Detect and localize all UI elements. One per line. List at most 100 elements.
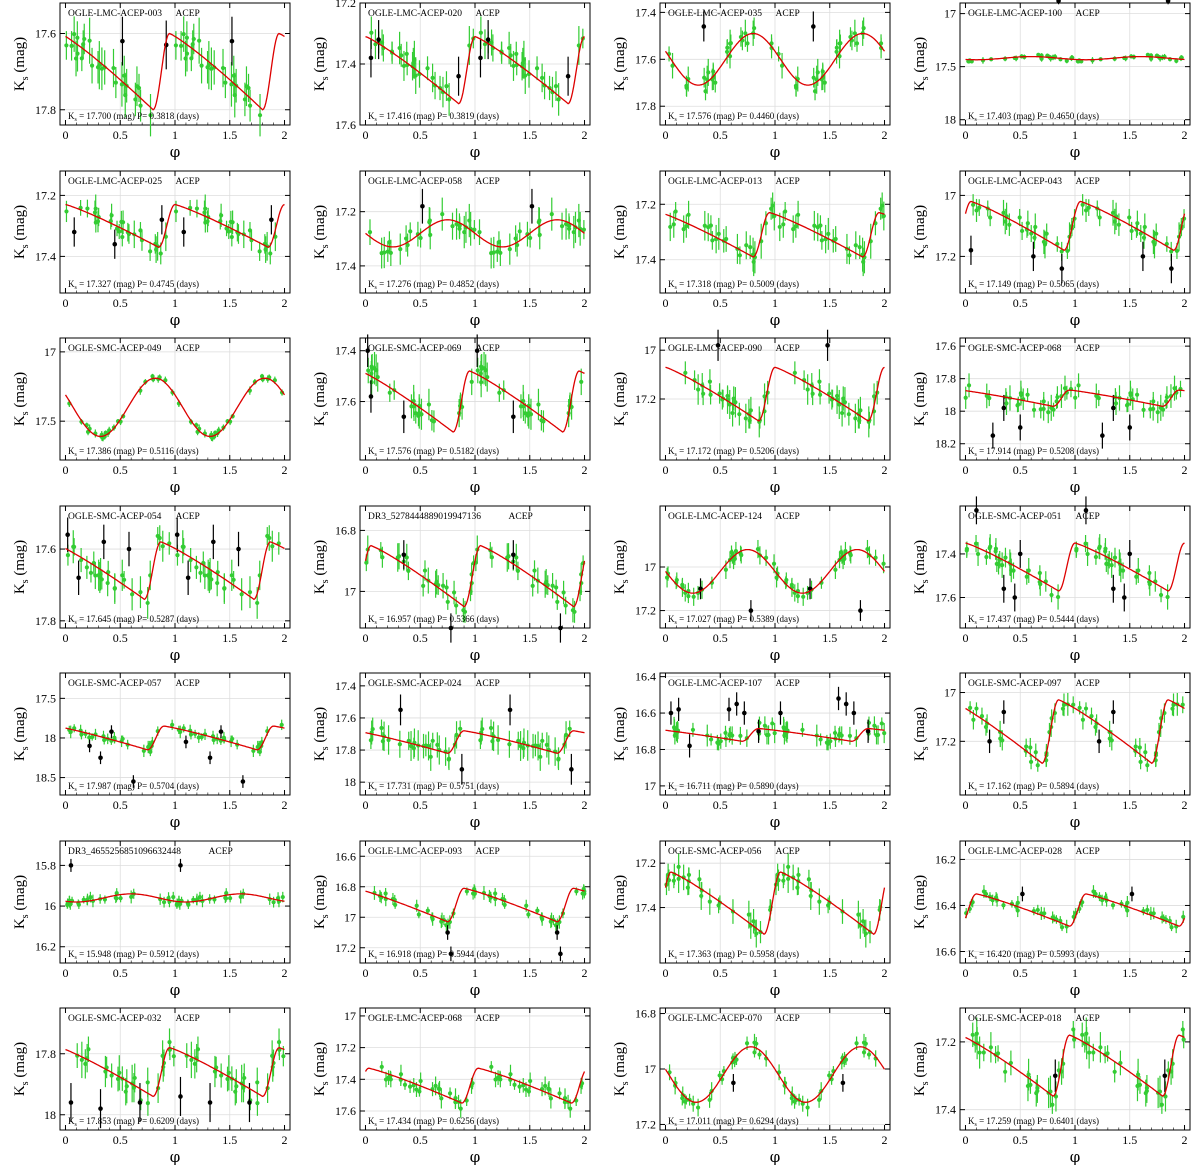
fit-curve	[365, 218, 585, 248]
data-point	[691, 594, 696, 599]
data-point	[489, 554, 495, 559]
data-point	[502, 902, 507, 907]
fit-curve	[965, 389, 1185, 407]
x-tick-label: 0	[62, 296, 68, 310]
data-point	[812, 89, 818, 94]
star-id: OGLE-SMC-ACEP-049	[68, 344, 162, 354]
outlier-point	[126, 546, 132, 551]
data-point	[430, 75, 435, 81]
data-point	[981, 888, 987, 894]
data-point	[255, 600, 260, 605]
outlier-point	[1111, 709, 1116, 715]
mean-magnitude: 17.363	[686, 949, 711, 959]
data-point	[1164, 395, 1170, 400]
star-id: OGLE-SMC-ACEP-051	[968, 512, 1062, 522]
x-tick-label: 1	[172, 966, 178, 980]
fit-parameters: Ks = 17.027 (mag) P= 0.5389 (days)	[668, 614, 799, 626]
light-curve-panel: 0 0.5 1 1.5 2 17 17.2 17.4 17.6 Ks (mag) φ OGLE-LMC…	[300, 1005, 600, 1172]
data-point	[838, 549, 844, 554]
x-tick-label: 0	[662, 798, 668, 812]
data-point	[731, 557, 736, 563]
mean-magnitude: 17.914	[986, 446, 1011, 456]
outlier-point	[858, 607, 863, 613]
y-tick-label: 17.6	[635, 52, 656, 66]
data-point	[430, 738, 435, 743]
data-point	[87, 38, 92, 43]
outlier-point	[836, 696, 841, 701]
data-point	[701, 391, 706, 396]
data-point	[495, 248, 500, 254]
data-point	[559, 223, 565, 228]
data-point	[796, 212, 801, 217]
data-point	[817, 899, 822, 904]
star-id: OGLE-SMC-ACEP-054	[68, 512, 162, 522]
light-curve-panel: 0 0.5 1 1.5 2 17.4 17.6 Ks (mag) φ OGLE-SMC-ACEP-…	[900, 495, 1200, 670]
star-id: OGLE-SMC-ACEP-032	[68, 1014, 162, 1024]
x-axis-label: φ	[170, 143, 181, 161]
y-axis-label: Ks (mag)	[912, 1042, 931, 1096]
data-point	[975, 551, 981, 556]
data-point	[402, 1082, 408, 1087]
y-tick-label: 17.2	[635, 197, 656, 211]
outlier-point	[1056, 0, 1061, 4]
data-point	[548, 1096, 553, 1101]
x-tick-label: 0.5	[113, 798, 128, 812]
data-point	[1127, 214, 1132, 220]
data-point	[833, 567, 838, 572]
data-point	[838, 40, 843, 46]
data-point	[671, 878, 676, 883]
data-point	[783, 580, 788, 585]
data-point	[276, 1040, 282, 1045]
light-curve-panel: 0 0.5 1 1.5 2 15.8 16 16.2 Ks (mag) φ DR3_46552568…	[0, 838, 300, 1005]
x-tick-label: 0	[62, 631, 68, 645]
data-point	[1145, 763, 1150, 768]
data-point	[752, 1050, 757, 1055]
y-tick-label: 17.4	[35, 249, 56, 263]
y-tick-label: 17.8	[935, 372, 956, 386]
data-point	[166, 895, 171, 900]
data-point	[1169, 924, 1174, 929]
outlier-point	[511, 552, 516, 557]
outlier-point	[843, 701, 849, 707]
y-tick-label: 18	[944, 113, 956, 127]
data-point	[777, 224, 782, 229]
light-curve-panel: 0 0.5 1 1.5 2 17.4 17.6 Ks (mag) φ OGLE-SMC-ACEP-…	[300, 334, 600, 502]
x-tick-label: 1	[1072, 631, 1078, 645]
period-value: 0.5958	[750, 949, 775, 959]
data-point	[1091, 888, 1096, 894]
data-point	[674, 580, 679, 585]
data-point	[1084, 1031, 1089, 1036]
data-point	[1091, 1050, 1096, 1055]
data-point	[771, 561, 777, 566]
x-tick-label: 1	[172, 631, 178, 645]
star-class: ACEP	[209, 847, 233, 857]
data-point	[202, 572, 207, 578]
data-point	[387, 390, 392, 395]
light-curve-chart: 0 0.5 1 1.5 2 17.2 17.4 Ks (mag) φ OGLE-SMC-ACEP-…	[612, 840, 891, 999]
data-point	[1129, 228, 1134, 233]
data-point	[1003, 218, 1008, 224]
x-tick-label: 0.5	[713, 1133, 728, 1147]
data-point	[189, 1057, 194, 1062]
data-point	[1015, 900, 1020, 905]
mean-magnitude: 17.259	[986, 1116, 1011, 1126]
x-tick-label: 2	[582, 463, 588, 477]
x-tick-label: 2	[282, 798, 288, 812]
x-tick-label: 0	[662, 128, 668, 142]
x-tick-label: 2	[582, 1133, 588, 1147]
data-point	[255, 1080, 260, 1085]
y-tick-label: 17.6	[335, 1104, 356, 1118]
data-point	[425, 66, 430, 71]
outlier-point	[529, 203, 535, 209]
x-axis-label: φ	[1070, 311, 1081, 329]
data-point	[1087, 1050, 1092, 1055]
y-tick-label: 17.6	[335, 395, 356, 409]
data-point	[839, 733, 844, 738]
y-tick-label: 17	[44, 345, 56, 359]
data-point	[418, 1078, 423, 1084]
data-point	[1094, 393, 1099, 399]
data-point	[1028, 1082, 1033, 1087]
data-point	[118, 895, 123, 900]
data-point	[407, 1084, 413, 1089]
light-curve-chart: 0 0.5 1 1.5 2 17.6 17.8 Ks (mag) φ OGLE-LMC-ACEP-…	[12, 2, 291, 161]
